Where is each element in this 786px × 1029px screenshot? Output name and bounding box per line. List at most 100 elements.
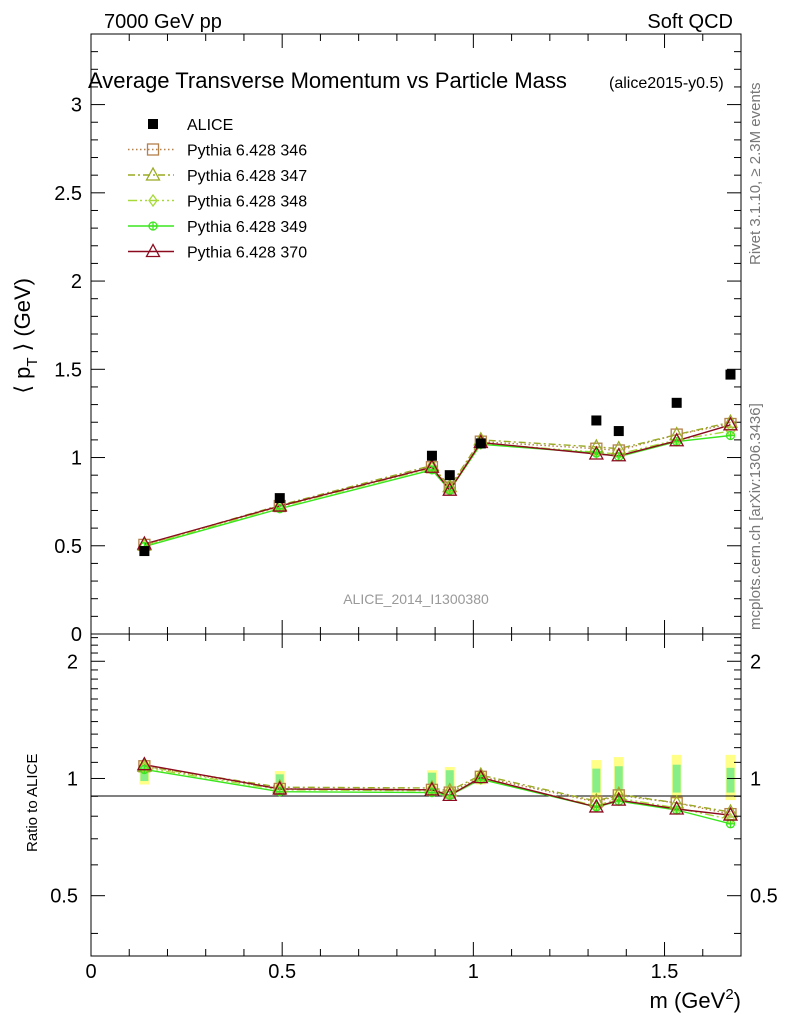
ratio-marker-5-shape (473, 769, 489, 784)
ratio-panel: 0.5 0.5 1 1 2 2 0 0.5 1 1.5 Ratio to ALICE m (GeV… (24, 633, 778, 1013)
legend-label-3: Pythia 6.428 348 (187, 194, 307, 211)
series-marker-5-shape (611, 447, 627, 462)
rivet-side-label: Rivet 3.1.10, ≥ 2.3M events (747, 83, 764, 266)
y-axis-label: ⟨ pT ⟩ (GeV) (10, 278, 41, 394)
legend-label-2: Pythia 6.428 347 (187, 168, 307, 185)
ratio-line-4 (144, 768, 731, 825)
ratio-series-markers (136, 756, 739, 829)
ratio-marker-5 (442, 786, 458, 802)
legend-marker-3 (148, 193, 158, 208)
y-tick-label: 0.5 (54, 536, 82, 558)
data-point (274, 493, 285, 504)
legend-entry-2: Pythia 6.428 347 (128, 166, 307, 185)
ratio-tick-label-right: 2 (750, 651, 761, 673)
ratio-marker-5-shape (136, 756, 152, 771)
legend-entry-3: Pythia 6.428 348 (128, 194, 307, 211)
series-marker-5 (588, 445, 604, 460)
ratio-marker-5 (473, 769, 489, 784)
main-panel: 0 0.5 1 1.5 2 2.5 3 ALICE_2014_I1300380 Averag… (10, 33, 742, 646)
ratio-band-green (427, 772, 436, 785)
ratio-marker-5-shape (272, 780, 288, 795)
data-point (725, 369, 736, 380)
y-tick-label: 2.5 (54, 183, 82, 205)
series-marker-2 (722, 413, 739, 428)
series-marker-5-shape (669, 432, 685, 447)
ratio-marker-5 (669, 800, 685, 815)
series-marker-4 (725, 430, 736, 441)
ratio-band-green (445, 770, 454, 787)
x-axis-label: m (GeV2) (650, 986, 741, 1013)
x-tick-label: 0.5 (268, 961, 296, 983)
y-tick-label: 3 (71, 95, 82, 117)
series-line-2 (144, 421, 731, 546)
series-marker-2-shape (722, 413, 739, 428)
legend-label-4: Pythia 6.428 349 (187, 219, 307, 236)
mcplots-side-label: mcplots.cern.ch [arXiv:1306.3436] (747, 403, 764, 630)
legend-marker-1 (146, 143, 160, 156)
legend-entry-1: Pythia 6.428 346 (128, 143, 307, 160)
legend-label-1: Pythia 6.428 346 (187, 143, 307, 160)
ratio-marker-5-shape (442, 786, 458, 802)
series-marker-5 (424, 458, 440, 473)
ratio-line-3 (144, 767, 731, 821)
y-tick-label: 1.5 (54, 359, 82, 381)
legend-entry-alice: ALICE (148, 117, 233, 134)
data-point (426, 450, 437, 461)
ratio-band-green (275, 774, 284, 783)
series-marker-5 (611, 447, 627, 462)
analysis-watermark: ALICE_2014_I1300380 (343, 591, 489, 607)
ratio-marker-5 (424, 781, 440, 796)
ratio-marker-5 (611, 791, 627, 806)
ratio-tick-label-right: 0.5 (750, 886, 778, 908)
series-marker-5-shape (272, 497, 288, 512)
data-point (671, 397, 682, 408)
alice-data-points (139, 369, 736, 557)
ratio-marker-5-shape (611, 791, 627, 806)
series-marker-5-shape (442, 481, 458, 496)
ratio-band-green (726, 767, 735, 793)
legend-marker-5 (145, 243, 161, 258)
main-axis-ticks: 0 0.5 1 1.5 2 2.5 3 (54, 33, 742, 646)
legend: ALICE Pythia 6.428 346 Pythia 6.428 347 Pyt… (128, 117, 307, 262)
legend-label-alice: ALICE (187, 117, 233, 134)
ratio-marker-5 (272, 780, 288, 795)
header-right: Soft QCD (647, 11, 733, 33)
ratio-y-axis-label: Ratio to ALICE (24, 754, 41, 852)
data-point (591, 415, 602, 426)
ratio-marker-2-shape (722, 803, 739, 818)
data-point (613, 426, 624, 437)
plot-title-tag: (alice2015-y0.5) (609, 75, 724, 92)
ratio-marker-5-shape (588, 798, 604, 813)
series-marker-5 (272, 497, 288, 512)
ratio-marker-4 (725, 819, 736, 829)
data-point (475, 438, 486, 449)
series-marker-5 (722, 416, 739, 431)
ratio-band-green (592, 768, 601, 793)
legend-entry-5: Pythia 6.428 370 (128, 243, 307, 262)
series-line-1 (144, 423, 731, 546)
x-tick-label: 1 (468, 961, 479, 983)
legend-symbol-alice (148, 119, 158, 129)
legend-marker-2-shape (145, 166, 161, 181)
ratio-marker-2 (722, 803, 739, 818)
legend-marker-1-shape (146, 143, 160, 156)
main-series-markers (136, 413, 739, 553)
ratio-marker-5 (588, 798, 604, 813)
series-line-4 (144, 434, 731, 548)
ratio-tick-label-left: 1 (67, 768, 78, 790)
data-point (444, 470, 455, 481)
ratio-marker-5 (136, 756, 152, 771)
y-tick-label: 1 (71, 448, 82, 470)
main-series-lines (144, 421, 731, 548)
y-tick-label: 2 (71, 271, 82, 293)
series-marker-5-shape (722, 416, 739, 431)
series-marker-5-shape (424, 458, 440, 473)
y-tick-label: 0 (71, 624, 82, 646)
ratio-marker-5 (722, 806, 739, 821)
ratio-frame (90, 633, 742, 957)
ratio-axis-ticks: 0.5 0.5 1 1 2 2 0 0.5 1 1.5 (50, 634, 778, 983)
legend-entry-4: Pythia 6.428 349 (128, 219, 307, 236)
legend-marker-2 (145, 166, 161, 181)
